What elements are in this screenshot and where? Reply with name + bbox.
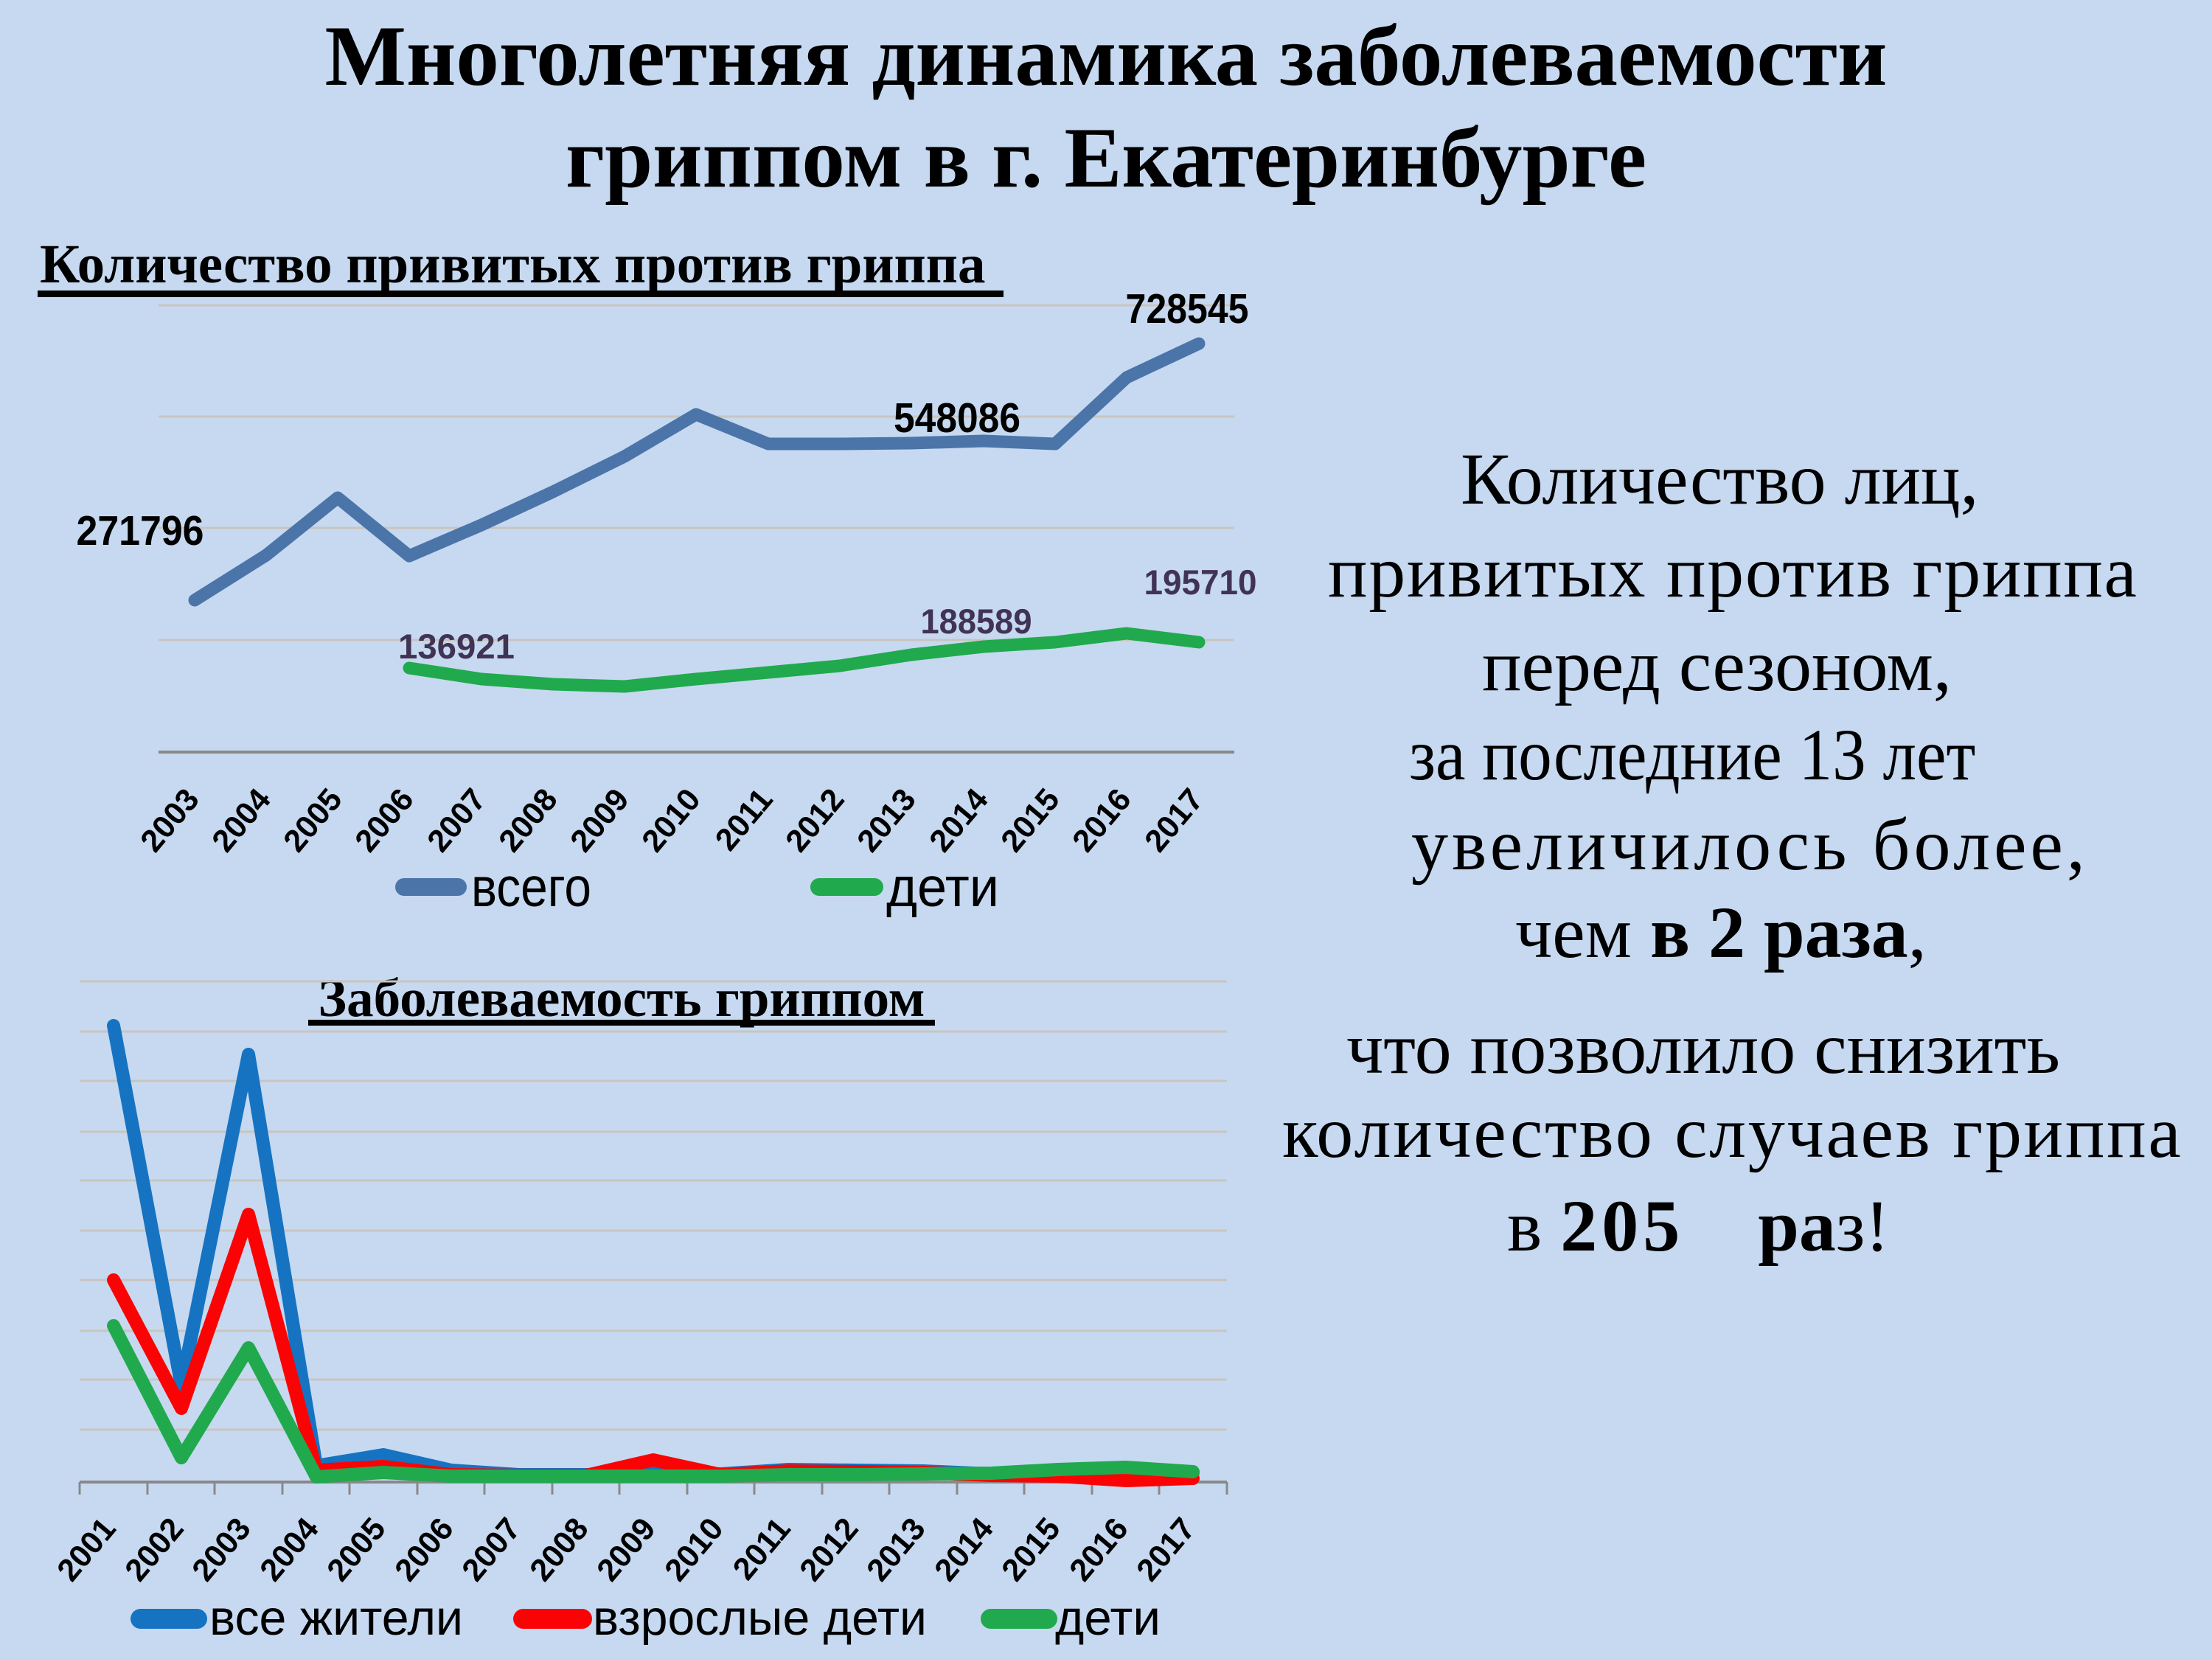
svg-text:все жители: все жители (209, 1590, 463, 1646)
svg-text:2012: 2012 (793, 1512, 865, 1588)
svg-text:728545: 728545 (1126, 285, 1249, 333)
svg-text:136921: 136921 (398, 627, 515, 666)
svg-text:2017: 2017 (1138, 782, 1210, 859)
svg-text:2005: 2005 (320, 1512, 392, 1588)
svg-text:2013: 2013 (850, 782, 922, 859)
svg-text:2014: 2014 (928, 1512, 1000, 1588)
svg-text:2015: 2015 (994, 782, 1066, 859)
svg-text:548086: 548086 (894, 394, 1020, 442)
svg-text:2016: 2016 (1065, 782, 1138, 859)
svg-text:2011: 2011 (709, 782, 780, 858)
svg-text:дети: дети (1055, 1590, 1161, 1646)
svg-text:2009: 2009 (590, 1512, 662, 1588)
svg-text:2003: 2003 (133, 782, 206, 859)
svg-text:2006: 2006 (348, 782, 420, 859)
svg-text:2009: 2009 (563, 782, 636, 859)
svg-text:2012: 2012 (779, 782, 851, 859)
svg-text:2004: 2004 (253, 1512, 325, 1588)
svg-text:всего: всего (471, 856, 591, 918)
svg-text:2015: 2015 (995, 1512, 1067, 1588)
svg-text:2007: 2007 (420, 782, 493, 859)
svg-text:271796: 271796 (77, 507, 204, 554)
svg-text:2005: 2005 (276, 782, 349, 859)
svg-text:2004: 2004 (205, 782, 277, 859)
svg-text:2014: 2014 (922, 782, 995, 859)
svg-text:дети: дети (886, 856, 999, 918)
svg-text:188589: 188589 (921, 602, 1032, 641)
svg-text:2003: 2003 (185, 1512, 257, 1588)
svg-text:2017: 2017 (1130, 1512, 1202, 1588)
svg-text:2007: 2007 (455, 1512, 527, 1588)
svg-text:взрослые дети: взрослые дети (593, 1590, 927, 1646)
svg-text:2010: 2010 (658, 1512, 730, 1588)
svg-text:2001: 2001 (50, 1512, 122, 1588)
svg-text:2008: 2008 (523, 1512, 595, 1588)
svg-text:2011: 2011 (726, 1512, 798, 1587)
svg-text:2010: 2010 (635, 782, 707, 859)
svg-text:2006: 2006 (388, 1512, 460, 1588)
svg-text:2013: 2013 (860, 1512, 932, 1588)
svg-text:2008: 2008 (492, 782, 564, 859)
svg-text:2016: 2016 (1062, 1512, 1135, 1588)
svg-text:2002: 2002 (118, 1512, 190, 1588)
svg-text:195710: 195710 (1144, 563, 1257, 602)
